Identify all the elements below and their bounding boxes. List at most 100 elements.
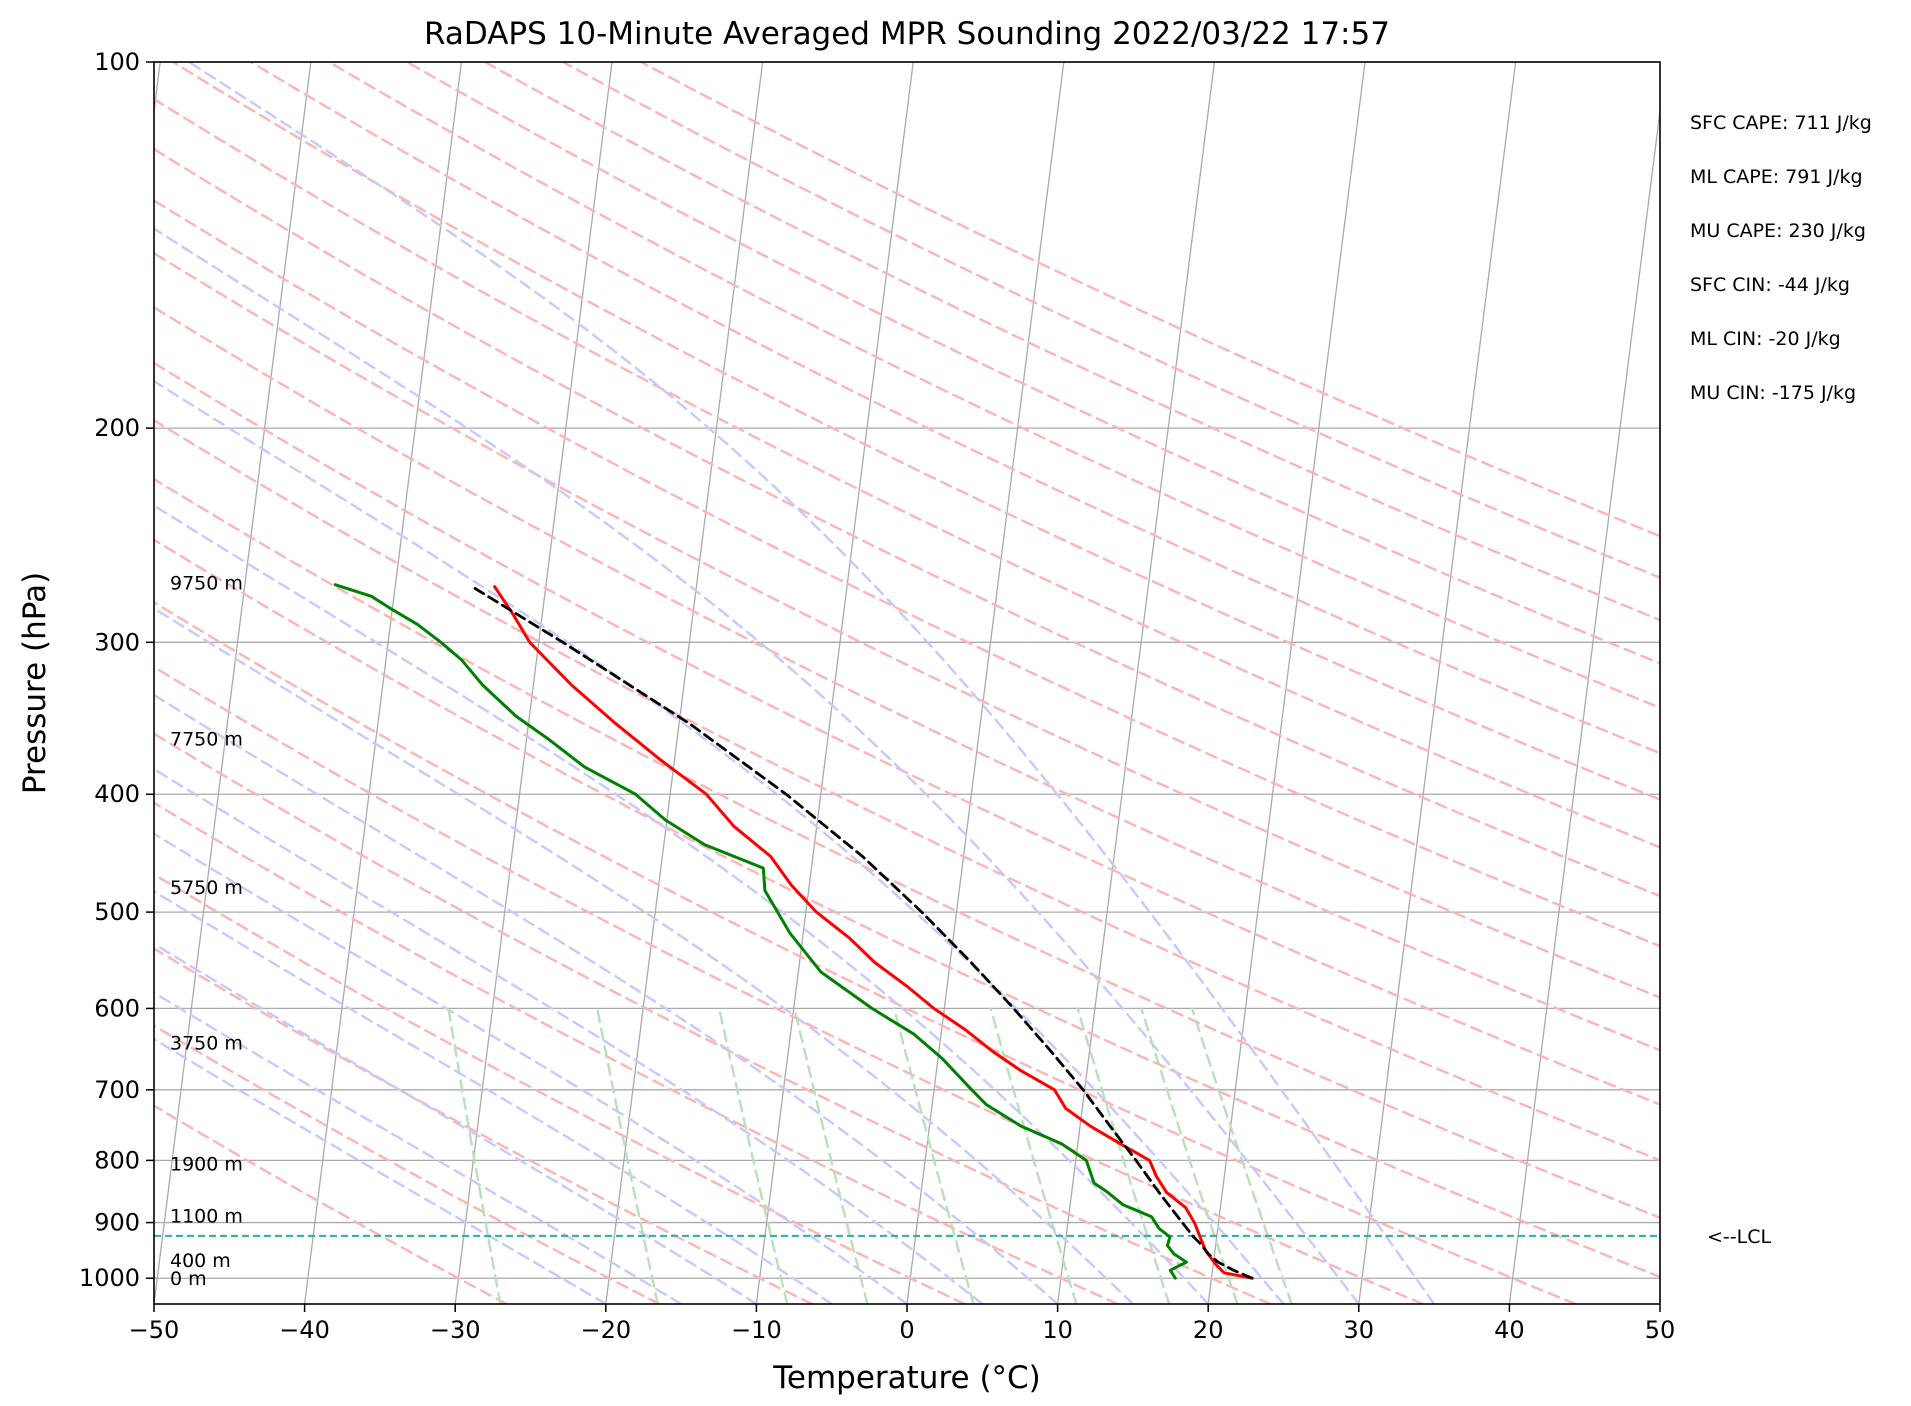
dry-adiabat-line [154,801,1119,1304]
moist-adiabat-line [154,1037,607,1304]
x-tick-label: −50 [129,1316,180,1344]
lcl-label: <--LCL [1707,1226,1771,1248]
stat-text: ML CAPE: 791 J/kg [1690,166,1863,188]
dry-adiabat-line [171,62,1660,801]
dry-adiabat-line [483,62,1660,622]
dewpoint-profile-line [333,583,1188,1280]
y-tick-label: 900 [94,1209,140,1237]
stat-text: MU CAPE: 230 J/kg [1690,220,1866,242]
isotherm-line [1358,62,1517,1304]
y-tick-label: 400 [94,780,140,808]
dry-adiabat-line [561,62,1660,579]
moist-adiabat-line [154,767,984,1304]
dry-adiabat-line [405,62,1660,665]
dry-adiabat-line [154,1104,508,1304]
altitude-label: 1900 m [170,1154,243,1176]
temperature-profile-line [493,585,1254,1280]
plot-frame [153,61,1661,1305]
moist-adiabat-line [154,693,1059,1304]
mixing-ratio-line [1190,1007,1293,1304]
isotherm-line [303,62,463,1304]
mixing-ratio-line [717,1007,789,1304]
stat-text: ML CIN: -20 J/kg [1690,328,1841,350]
dry-adiabat-line [154,199,1660,948]
axes: −50 −40 −30 −20 −10 0 10 20 30 40 50 100 200 300 400 50… [79,48,1675,1344]
chart-title: RaDAPS 10-Minute Averaged MPR Sounding 2… [424,16,1390,52]
dry-adiabat-line [154,251,1660,999]
dry-adiabat-line [154,732,1272,1304]
isotherm-line [906,62,1065,1304]
altitude-label: 9750 m [170,573,243,595]
x-tick-label: 10 [1042,1316,1073,1344]
mixing-ratio-line [893,1007,975,1304]
moist-adiabat-line [154,889,833,1304]
isotherm-line [0,62,10,1304]
x-axis-label: Temperature (°C) [772,1360,1041,1396]
dry-adiabat-line [154,97,1660,849]
stat-text: MU CIN: -175 J/kg [1690,382,1856,404]
dry-adiabat-line [154,600,1577,1304]
isotherm-line [1056,62,1216,1304]
x-tick-label: 40 [1494,1316,1525,1344]
mixing-ratio-line [447,1007,502,1304]
isotherm-line [1659,1298,1660,1304]
isotherm-line [605,62,764,1304]
moist-adiabat-line [154,832,909,1304]
y-tick-label: 600 [94,994,140,1022]
x-tick-label: 50 [1645,1316,1676,1344]
x-tick-label: −30 [430,1316,481,1344]
dry-adiabat-line [154,665,1425,1304]
isotherm-line [1811,62,1911,1304]
isotherm-line [454,62,613,1304]
dry-adiabat-line [154,305,1660,1052]
x-tick-label: 20 [1193,1316,1224,1344]
dry-adiabat-line [154,1024,661,1304]
moist-adiabat-line [154,991,683,1304]
dry-adiabat-line [249,62,1660,755]
x-tick-label: 0 [899,1316,914,1344]
mixing-ratio-line [989,1007,1078,1304]
isotherm-line [1508,106,1660,1304]
y-tick-label: 700 [94,1076,140,1104]
mixing-ratio-line [1076,1007,1171,1304]
mixing-ratio-line [595,1007,659,1304]
y-tick-label: 800 [94,1146,140,1174]
moist-adiabat-line [154,504,1210,1304]
dry-adiabat-line [327,62,1660,710]
y-axis-label: Pressure (hPa) [17,572,53,794]
x-tick-label: 30 [1344,1316,1375,1344]
parcel-profile-line [470,585,1254,1280]
y-tick-label: 100 [94,48,140,76]
altitude-label: 400 m [170,1250,231,1272]
moist-adiabat-line [154,607,1135,1304]
y-tick-label: 200 [94,414,140,442]
x-tick-label: −40 [279,1316,330,1344]
stat-text: SFC CIN: -44 J/kg [1690,274,1850,296]
isotherm-line [1207,62,1366,1304]
altitude-label: 5750 m [170,877,243,899]
altitude-label: 3750 m [170,1032,243,1054]
stat-text: SFC CAPE: 711 J/kg [1690,112,1872,134]
isotherm-line [154,62,312,1304]
y-tick-label: 300 [94,628,140,656]
dry-adiabat-line [154,361,1660,1106]
sounding-profiles [154,583,1660,1280]
x-tick-label: −10 [731,1316,782,1344]
moist-adiabat-line [154,227,1360,1304]
altitude-label: 1100 m [170,1205,243,1227]
altitude-label: 7750 m [170,729,243,751]
moist-adiabat-line [187,62,1436,1304]
moist-adiabat-line [154,379,1285,1304]
y-tick-label: 1000 [79,1264,140,1292]
background-lines [0,62,1911,1304]
mixing-ratio-line [793,1007,869,1304]
dry-adiabat-line [154,538,1660,1279]
y-tick-label: 500 [94,898,140,926]
moist-adiabat-line [154,942,758,1304]
altitude-label: 0 m [170,1268,207,1290]
dry-adiabat-line [154,418,1660,1162]
x-tick-label: −20 [580,1316,631,1344]
dry-adiabat-line [154,947,814,1304]
